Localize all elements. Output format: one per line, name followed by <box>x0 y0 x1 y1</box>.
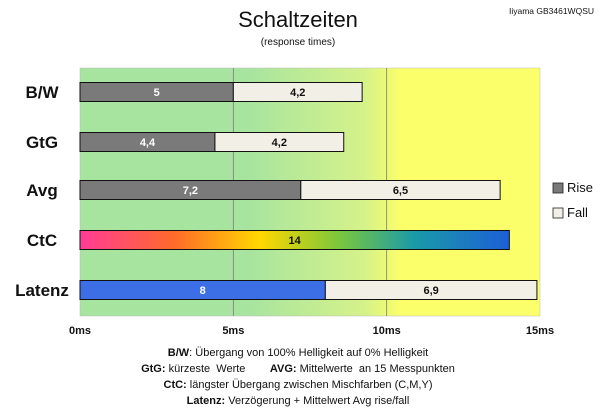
bar-fall <box>214 132 345 152</box>
footnote-bw-key: B/W <box>168 347 190 359</box>
footnote-bw: B/W: Übergang von 100% Helligkeit auf 0%… <box>168 347 428 359</box>
bar-label-rise: 5 <box>154 87 160 99</box>
footnote-ctc-key: CtC: <box>164 379 187 391</box>
bar-fall <box>232 82 363 102</box>
footnote-gtg-key: GtG: <box>141 363 165 375</box>
category-label: Avg <box>26 181 58 200</box>
x-tick-label: 5ms <box>222 325 244 337</box>
bar-label-rise: 7,2 <box>183 185 198 197</box>
category-label: GtG <box>26 133 58 152</box>
x-tick-label: 10ms <box>373 325 401 337</box>
footnote-latenz: Latenz: Verzögerung + Mittelwert Avg ris… <box>187 395 410 407</box>
category-labels: B/W GtG Avg CtC Latenz <box>15 83 69 300</box>
bar-rise <box>79 230 510 250</box>
footnotes: B/W: Übergang von 100% Helligkeit auf 0%… <box>141 347 455 407</box>
bar-label-rise: 8 <box>200 285 206 297</box>
bar-label-fall: 4,2 <box>272 137 287 149</box>
legend: Rise Fall <box>552 180 593 220</box>
category-label: CtC <box>27 231 57 250</box>
corner-label: Iiyama GB3461WQSU <box>509 6 594 16</box>
bar-fall <box>300 180 501 200</box>
legend-swatch-rise <box>552 182 564 194</box>
legend-label-rise: Rise <box>567 180 593 195</box>
footnote-bw-text: : Übergang von 100% Helligkeit auf 0% He… <box>189 347 428 359</box>
legend-swatch-fall <box>552 207 564 219</box>
x-tick-label: 0ms <box>69 325 91 337</box>
bar-label-fall: 6,9 <box>423 285 438 297</box>
bar-label-fall: 4,2 <box>290 87 305 99</box>
legend-label-fall: Fall <box>567 205 588 220</box>
footnote-ctc: CtC: längster Übergang zwischen Mischfar… <box>164 379 433 391</box>
x-tick-labels: 0ms 5ms 10ms 15ms <box>69 325 554 337</box>
footnote-avg-text: Mittelwerte an 15 Messpunkten <box>297 363 455 375</box>
footnote-ctc-text: längster Übergang zwischen Mischfarben (… <box>187 379 433 391</box>
category-label: B/W <box>25 83 59 102</box>
category-label: Latenz <box>15 281 69 300</box>
footnote-latenz-key: Latenz: <box>187 395 226 407</box>
bar-fall <box>324 280 538 300</box>
chart-title: Schaltzeiten <box>238 7 358 32</box>
footnote-gtg-avg: GtG: kürzeste Werte AVG: Mittelwerte an … <box>141 363 455 375</box>
bar-label-fall: 6,5 <box>393 185 408 197</box>
bars: 5 4,2 4,4 4,2 7,2 6,5 14 8 6,9 <box>79 82 538 300</box>
bar-label-rise: 4,4 <box>140 137 156 149</box>
chart-subtitle: (response times) <box>261 37 335 48</box>
footnote-avg-key: AVG: <box>270 363 297 375</box>
footnote-gtg-text: kürzeste Werte <box>166 363 270 375</box>
footnote-latenz-text: Verzögerung + Mittelwert Avg rise/fall <box>225 395 409 407</box>
x-tick-label: 15ms <box>526 325 554 337</box>
bar-label-rise: 14 <box>289 235 302 247</box>
